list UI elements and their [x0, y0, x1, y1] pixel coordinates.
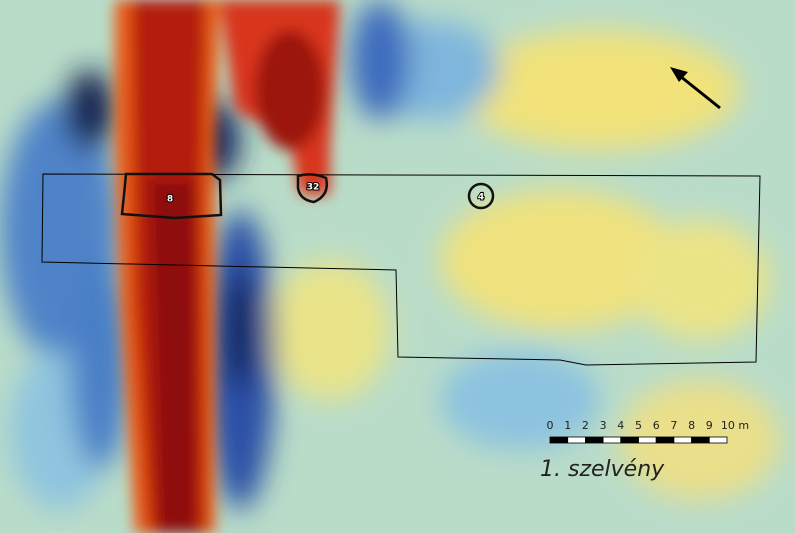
- scale-label: 2: [582, 419, 589, 432]
- feature-label: 32: [307, 183, 320, 193]
- scale-label: 10 m: [721, 419, 749, 432]
- feature-label: 8: [167, 195, 173, 205]
- scale-segment: [568, 437, 586, 443]
- scale-segment: [603, 437, 621, 443]
- scale-label: 6: [653, 419, 660, 432]
- section-caption: 1. szelvény: [540, 457, 665, 482]
- scale-label: 8: [688, 419, 695, 432]
- scale-label: 1: [564, 419, 571, 432]
- scale-segment: [621, 437, 639, 443]
- scale-label: 4: [617, 419, 624, 432]
- scale-segment: [550, 437, 568, 443]
- scale-segment: [585, 437, 603, 443]
- scale-label: 7: [670, 419, 677, 432]
- scale-label: 5: [635, 419, 642, 432]
- scale-segment: [709, 437, 727, 443]
- scale-label: 0: [547, 419, 554, 432]
- anomaly-background: [0, 0, 795, 533]
- feature-label: 4: [478, 193, 484, 203]
- magnetometer-map: 8 32 4 012345678910 m 1. szelvény: [0, 0, 795, 533]
- scale-segment: [656, 437, 674, 443]
- scale-segment: [674, 437, 692, 443]
- scale-label: 3: [600, 419, 607, 432]
- scale-segment: [639, 437, 657, 443]
- scale-label: 9: [706, 419, 713, 432]
- scale-segment: [692, 437, 710, 443]
